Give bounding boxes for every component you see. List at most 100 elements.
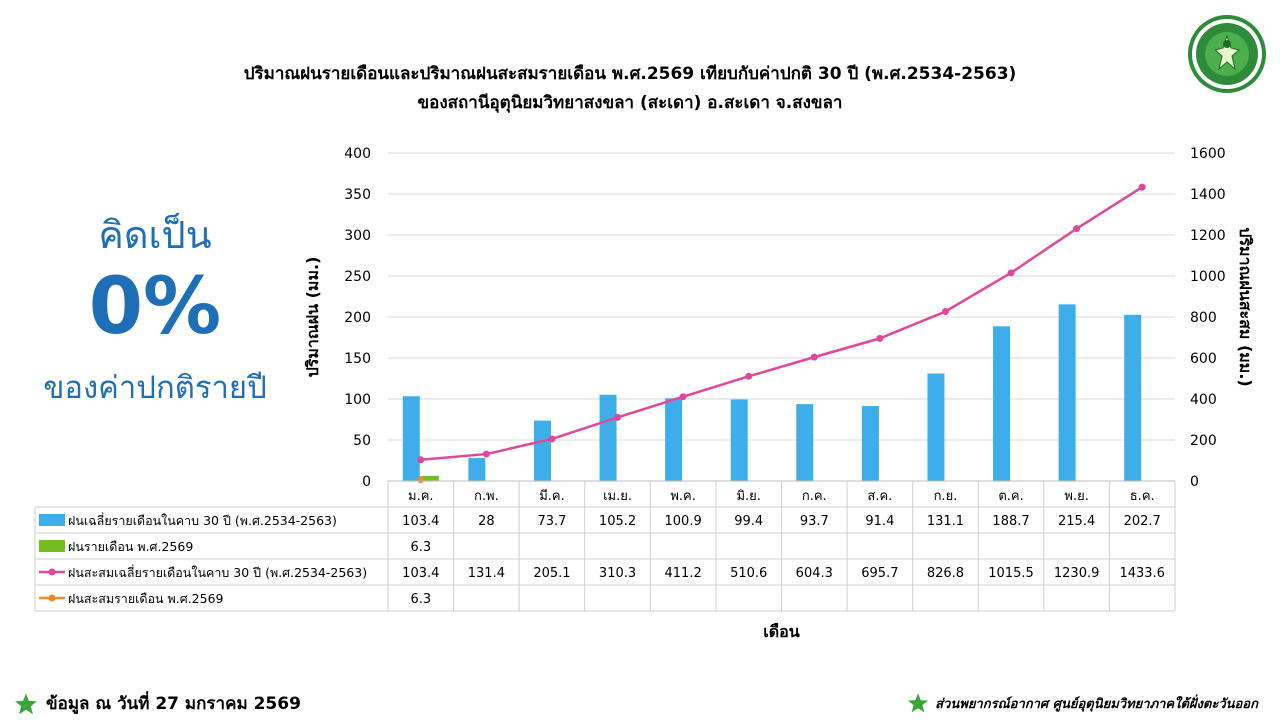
y2-tick-label: 400 — [1190, 392, 1217, 408]
y-tick-label: 250 — [344, 269, 371, 285]
line-point — [941, 308, 949, 316]
bar-normal — [1124, 314, 1142, 481]
category-label: ส.ค. — [867, 489, 892, 504]
data-label: 310.3 — [599, 566, 636, 581]
data-label: 105.2 — [599, 514, 636, 529]
bar-normal — [599, 394, 617, 481]
data-label: 28 — [478, 514, 495, 529]
data-label: 6.3 — [410, 592, 431, 607]
data-label: 826.8 — [927, 566, 964, 581]
series-name: ฝนเฉลี่ยรายเดือนในคาบ 30 ปี (พ.ศ.2534-25… — [68, 512, 337, 528]
y-tick-label: 350 — [344, 187, 371, 203]
y2-tick-label: 200 — [1190, 433, 1217, 449]
star-icon — [15, 693, 37, 714]
bar-normal — [861, 406, 879, 481]
category-label: ก.พ. — [474, 489, 499, 504]
data-label: 202.7 — [1124, 514, 1161, 529]
data-label: 131.4 — [468, 566, 505, 581]
y-tick-label: 200 — [344, 310, 371, 326]
category-label: มี.ค. — [539, 488, 565, 504]
line-point — [810, 353, 818, 361]
legend-key — [39, 514, 65, 526]
category-label: มิ.ย. — [736, 489, 760, 504]
line-point — [1073, 225, 1081, 233]
y2-axis-title: ปริมาณฝนสะสม (มม.) — [1236, 227, 1255, 386]
data-label: 411.2 — [665, 566, 702, 581]
data-label: 1433.6 — [1119, 566, 1165, 581]
data-label: 131.1 — [927, 514, 964, 529]
line-point — [417, 476, 425, 484]
legend-key — [39, 540, 65, 552]
category-label: ม.ค. — [408, 489, 434, 504]
series-name: ฝนสะสมเฉลี่ยรายเดือนในคาบ 30 ปี (พ.ศ.253… — [68, 564, 367, 580]
y2-tick-label: 1600 — [1190, 146, 1226, 162]
data-label: 510.6 — [730, 566, 767, 581]
legend-key — [48, 568, 56, 576]
data-label: 103.4 — [402, 566, 439, 581]
bar-normal — [1058, 304, 1076, 481]
kpi-sublabel: ของค่าปกติรายปี — [43, 370, 267, 406]
line-point — [482, 450, 490, 458]
data-label: 6.3 — [410, 540, 431, 555]
line-point — [745, 372, 753, 380]
y2-tick-label: 800 — [1190, 310, 1217, 326]
title-line-1: ปริมาณฝนรายเดือนและปริมาณฝนสะสมรายเดือน … — [243, 64, 1017, 84]
chart-title: ปริมาณฝนรายเดือนและปริมาณฝนสะสมรายเดือน … — [150, 60, 1110, 118]
category-label: พ.ย. — [1064, 489, 1088, 504]
data-label: 1230.9 — [1054, 566, 1100, 581]
title-line-2: ของสถานีอุตุนิยมวิทยาสงขลา (สะเดา) อ.สะเ… — [417, 93, 843, 113]
line-point — [1138, 183, 1146, 191]
line-point — [679, 393, 687, 401]
y-tick-label: 0 — [362, 474, 371, 490]
y2-tick-label: 1000 — [1190, 269, 1226, 285]
category-label: ต.ค. — [998, 489, 1023, 504]
bar-normal — [533, 420, 551, 481]
data-label: 1015.5 — [988, 566, 1034, 581]
category-label: ก.ย. — [934, 489, 958, 504]
data-label: 93.7 — [800, 514, 829, 529]
data-label: 103.4 — [402, 514, 439, 529]
y-axis-title: ปริมาณฝน (มม.) — [303, 257, 322, 378]
bar-current — [421, 475, 439, 481]
legend-key — [48, 594, 56, 602]
data-label: 215.4 — [1058, 514, 1095, 529]
line-point — [417, 456, 425, 464]
y-tick-label: 50 — [353, 433, 371, 449]
y2-tick-label: 0 — [1190, 474, 1199, 490]
footer-date-text: ข้อมูล ณ วันที่ 27 มกราคม 2569 — [46, 694, 301, 714]
line-point — [548, 435, 556, 443]
y2-tick-label: 600 — [1190, 351, 1217, 367]
data-label: 100.9 — [665, 514, 702, 529]
footer-source-text: ส่วนพยากรณ์อากาศ ศูนย์อุตุนิยมวิทยาภาคใต… — [935, 696, 1258, 712]
kpi-label: คิดเป็น — [98, 213, 212, 257]
line-point — [614, 413, 622, 421]
y-tick-label: 400 — [344, 146, 371, 162]
kpi-value: 0% — [88, 262, 222, 352]
category-label: ธ.ค. — [1130, 489, 1155, 504]
y2-tick-label: 1400 — [1190, 187, 1226, 203]
bar-normal — [993, 326, 1011, 481]
footer-date: ข้อมูล ณ วันที่ 27 มกราคม 2569 — [14, 690, 301, 717]
department-logo-icon — [1188, 15, 1266, 93]
x-axis-title: เดือน — [763, 622, 799, 641]
y-tick-label: 150 — [344, 351, 371, 367]
bar-normal — [468, 458, 486, 481]
series-name: ฝนรายเดือน พ.ศ.2569 — [68, 539, 193, 554]
star-icon — [908, 693, 929, 713]
bar-normal — [730, 399, 748, 481]
series-name: ฝนสะสมรายเดือน พ.ศ.2569 — [68, 591, 224, 606]
data-label: 695.7 — [861, 566, 898, 581]
line-series — [420, 186, 1143, 462]
bar-normal — [665, 398, 683, 481]
data-label: 604.3 — [796, 566, 833, 581]
bar-normal — [927, 373, 945, 481]
category-label: ก.ค. — [802, 489, 827, 504]
data-label: 188.7 — [992, 514, 1029, 529]
y-tick-label: 100 — [344, 392, 371, 408]
data-label: 99.4 — [734, 514, 763, 529]
data-label: 205.1 — [533, 566, 570, 581]
footer-source: ส่วนพยากรณ์อากาศ ศูนย์อุตุนิยมวิทยาภาคใต… — [907, 692, 1258, 714]
line-point — [1007, 269, 1015, 277]
y-tick-label: 300 — [344, 228, 371, 244]
